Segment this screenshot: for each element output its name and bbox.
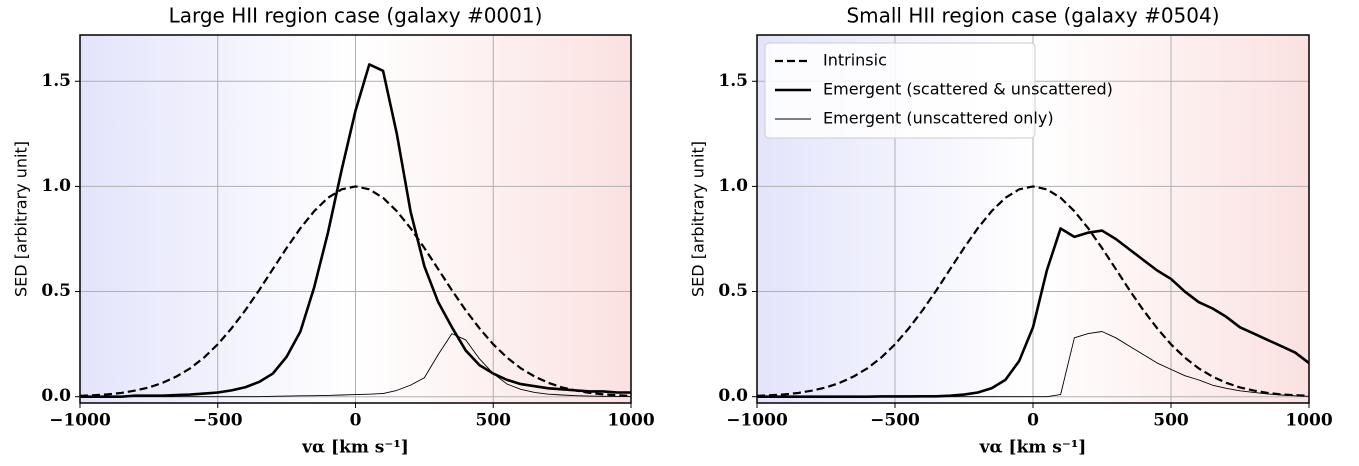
series-line <box>757 331 1309 398</box>
x-axis-label: vα [km s⁻¹] <box>979 438 1087 458</box>
legend-label: Emergent (scattered & unscattered) <box>823 80 1113 99</box>
y-tick-label: 0.5 <box>41 281 71 301</box>
x-tick-label: −500 <box>870 411 920 431</box>
y-tick-label: 1.5 <box>718 71 748 91</box>
y-tick-label: 1.0 <box>718 176 748 196</box>
x-tick-label: 0 <box>1027 411 1039 431</box>
legend-label: Emergent (unscattered only) <box>823 109 1054 128</box>
series-line <box>80 185 631 397</box>
x-tick-label: 1000 <box>607 411 654 431</box>
series-line <box>80 333 631 398</box>
x-tick-label: −500 <box>193 411 243 431</box>
x-tick-label: −1000 <box>49 411 111 431</box>
legend-label: Intrinsic <box>823 51 887 70</box>
y-tick-label: 0.0 <box>718 386 748 406</box>
plot-lines <box>80 63 631 398</box>
y-axis-label: SED [arbitrary unit] <box>689 141 708 297</box>
y-tick-label: 0.5 <box>718 281 748 301</box>
y-tick-label: 0.0 <box>41 386 71 406</box>
chart-title: Small HII region case (galaxy #0504) <box>846 4 1219 28</box>
series-line <box>757 185 1309 397</box>
legend-box <box>764 42 1036 139</box>
axes-frame <box>756 34 1310 404</box>
plot-lines <box>757 185 1309 398</box>
x-axis-label: vα [km s⁻¹] <box>301 438 409 458</box>
x-tick-label: 1000 <box>1285 411 1332 431</box>
chart-title: Large HII region case (galaxy #0001) <box>169 4 543 28</box>
y-axis-label: SED [arbitrary unit] <box>12 141 31 297</box>
series-line <box>80 63 631 398</box>
x-tick-label: 0 <box>350 411 362 431</box>
x-tick-label: 500 <box>1153 411 1189 431</box>
x-tick-label: −1000 <box>726 411 788 431</box>
y-tick-label: 1.5 <box>41 71 71 91</box>
x-tick-label: 500 <box>476 411 512 431</box>
y-tick-label: 1.0 <box>41 176 71 196</box>
axes-frame <box>79 34 632 404</box>
